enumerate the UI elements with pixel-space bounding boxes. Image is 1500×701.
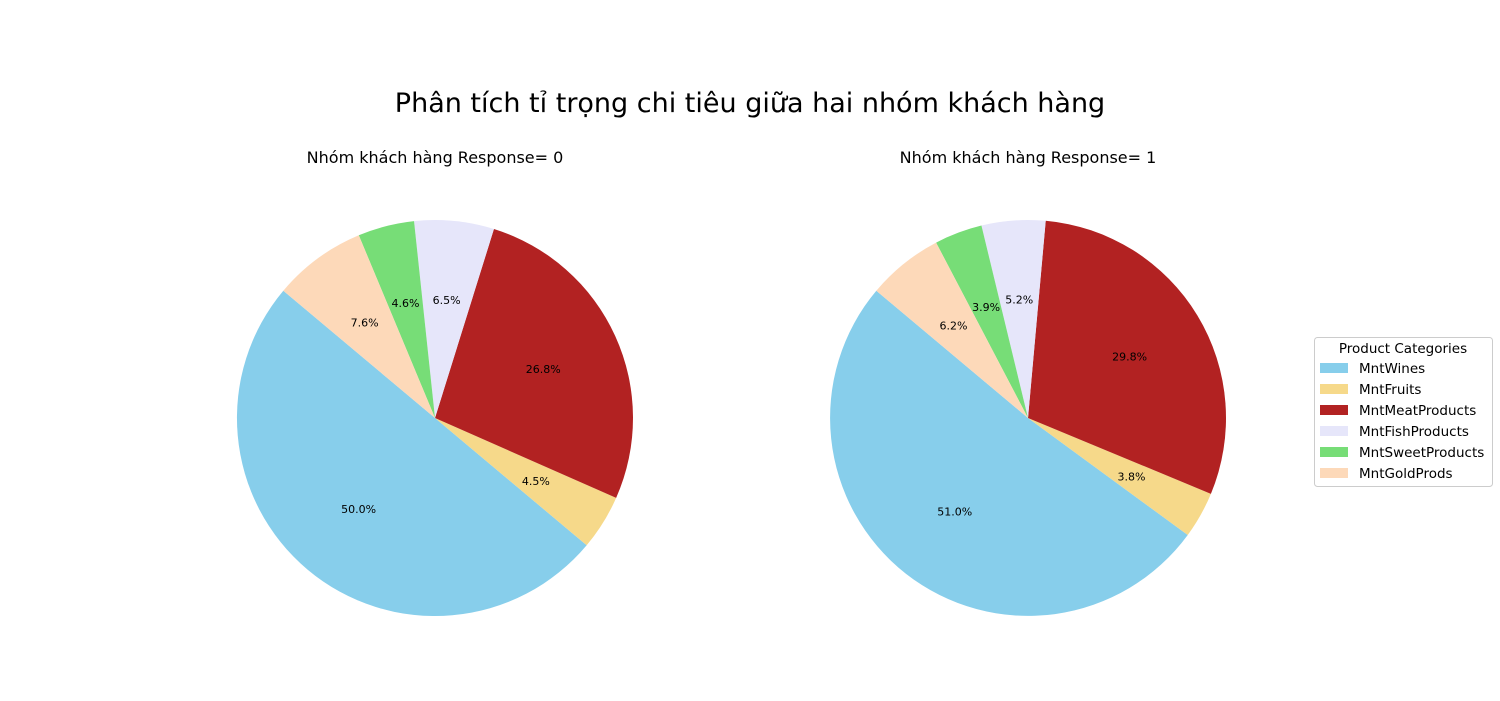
slice-value-label-mnt-sweet-products: 3.9% (972, 301, 1000, 314)
pie-slice-mnt-meat-products (1028, 220, 1227, 494)
pie-slice-mnt-fruits (435, 418, 617, 546)
pie-slice-mnt-wines (236, 290, 587, 617)
legend-swatch-mnt-meat-products (1320, 405, 1348, 415)
pie-title-response-0: Nhóm khách hàng Response= 0 (307, 148, 564, 167)
legend-swatch-mnt-gold-prods (1320, 468, 1348, 478)
legend-label-mnt-wines: MntWines (1359, 361, 1425, 377)
pie-slice-mnt-sweet-products (358, 221, 435, 418)
slice-value-label-mnt-fish-products: 5.2% (1005, 294, 1033, 307)
pie-slice-mnt-gold-prods (876, 242, 1028, 418)
pie-chart-response-0: Nhóm khách hàng Response= 0 50.0% 4.5% 26.… (236, 148, 633, 617)
slice-value-label-mnt-gold-prods: 6.2% (940, 320, 968, 333)
pie-slice-mnt-wines (830, 290, 1188, 616)
legend-frame (1314, 337, 1493, 487)
pie-slice-mnt-meat-products (435, 228, 633, 498)
legend-swatch-mnt-fish-products (1320, 426, 1348, 436)
legend-label-mnt-meat-products: MntMeatProducts (1359, 403, 1476, 419)
slice-value-label-mnt-fruits: 3.8% (1118, 470, 1146, 483)
slice-value-label-mnt-fruits: 4.5% (522, 475, 550, 488)
legend-swatch-mnt-sweet-products (1320, 447, 1348, 457)
slice-value-label-mnt-wines: 51.0% (937, 506, 972, 519)
legend: Product Categories MntWines MntFruits MntM… (1314, 337, 1493, 487)
legend-title: Product Categories (1339, 341, 1467, 357)
slice-value-label-mnt-fish-products: 6.5% (433, 294, 461, 307)
pie-slice-mnt-fish-products (414, 219, 494, 418)
legend-swatch-mnt-fruits (1320, 384, 1348, 394)
legend-label-mnt-sweet-products: MntSweetProducts (1359, 445, 1484, 461)
pie-slice-mnt-sweet-products (936, 225, 1028, 418)
slice-value-label-mnt-gold-prods: 7.6% (351, 316, 379, 329)
slice-value-label-mnt-wines: 50.0% (341, 503, 376, 516)
pie-title-response-1: Nhóm khách hàng Response= 1 (900, 148, 1157, 167)
legend-swatch-mnt-wines (1320, 363, 1348, 373)
slice-value-label-mnt-sweet-products: 4.6% (392, 297, 420, 310)
legend-label-mnt-fish-products: MntFishProducts (1359, 424, 1469, 440)
slice-value-label-mnt-meat-products: 29.8% (1112, 351, 1147, 364)
pie-slice-mnt-fish-products (981, 219, 1046, 418)
pie-chart-response-1: Nhóm khách hàng Response= 1 51.0% 3.8% 29.… (830, 148, 1227, 616)
figure-title: Phân tích tỉ trọng chi tiêu giữa hai nhó… (395, 88, 1105, 119)
legend-label-mnt-gold-prods: MntGoldProds (1359, 466, 1453, 482)
slice-value-label-mnt-meat-products: 26.8% (526, 363, 561, 376)
pie-slice-mnt-gold-prods (283, 235, 435, 418)
pie-slice-mnt-fruits (1028, 418, 1211, 535)
legend-label-mnt-fruits: MntFruits (1359, 382, 1421, 398)
